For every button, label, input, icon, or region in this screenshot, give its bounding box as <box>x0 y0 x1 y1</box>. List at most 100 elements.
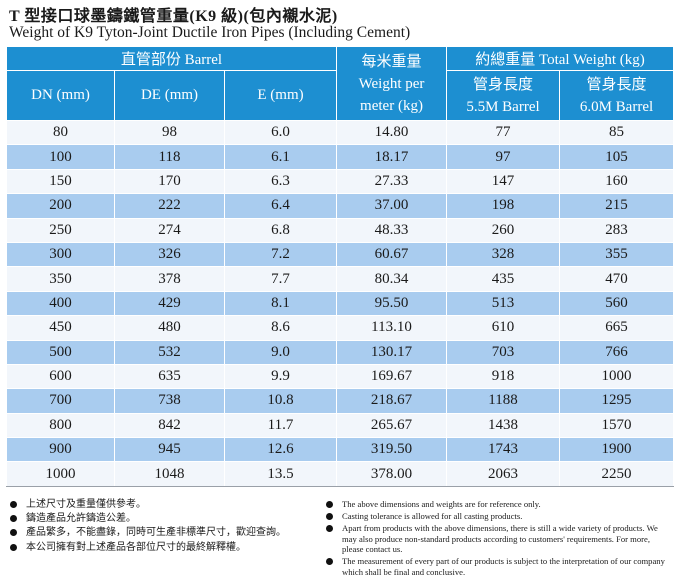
cell-dn: 350 <box>6 266 115 292</box>
header-de: DE (mm) <box>114 70 225 121</box>
header-weight-per-meter-en-1: Weight per <box>358 75 425 92</box>
cell-weight-5-5m: 1188 <box>446 388 560 414</box>
cell-weight-per-meter: 37.00 <box>336 193 447 219</box>
cell-dn: 700 <box>6 388 115 414</box>
table-row: 350 378 7.7 80.34 435 470 <box>6 266 674 292</box>
cell-weight-6-0m: 665 <box>559 315 674 341</box>
table-row: 900 945 12.6 319.50 1743 1900 <box>6 437 674 463</box>
cell-weight-per-meter: 27.33 <box>336 168 447 195</box>
header-barrel-6-0m-zh: 管身長度 <box>586 76 647 93</box>
cell-weight-5-5m: 328 <box>446 241 560 268</box>
cell-weight-6-0m: 560 <box>559 290 674 317</box>
header-barrel-6-0m: 管身長度 6.0M Barrel <box>559 70 674 121</box>
table-row: 300 326 7.2 60.67 328 355 <box>6 241 674 268</box>
cell-weight-per-meter: 48.33 <box>336 217 447 243</box>
cell-de: 378 <box>114 266 225 292</box>
cell-weight-per-meter: 169.67 <box>336 363 447 390</box>
cell-weight-per-meter: 319.50 <box>336 437 447 463</box>
header-weight-per-meter-en-2: meter (kg) <box>360 97 423 114</box>
header-barrel-6-0m-en: 6.0M Barrel <box>579 98 654 115</box>
cell-weight-5-5m: 77 <box>446 119 560 146</box>
cell-e: 8.6 <box>224 315 337 341</box>
header-barrel-5-5m-zh: 管身長度 <box>472 76 533 93</box>
bullet-icon <box>326 501 333 508</box>
table-row: 1000 1048 13.5 378.00 2063 2250 <box>6 461 674 487</box>
cell-weight-5-5m: 198 <box>446 193 560 219</box>
bullet-icon <box>326 558 333 566</box>
cell-weight-5-5m: 147 <box>446 168 560 195</box>
list-item: 本公司擁有對上述產品各部位尺寸的最終解釋權。 <box>10 542 310 554</box>
cell-e: 6.0 <box>224 119 337 146</box>
cell-de: 532 <box>114 339 225 365</box>
cell-e: 10.8 <box>224 388 337 414</box>
cell-weight-6-0m: 470 <box>559 266 674 292</box>
cell-weight-5-5m: 260 <box>446 217 560 243</box>
cell-weight-per-meter: 378.00 <box>336 461 447 487</box>
list-item: 產品繁多，不能盡錄，同時可生產非標準尺寸，歡迎查詢。 <box>10 527 310 539</box>
cell-de: 326 <box>114 241 225 268</box>
list-item: 上述尺寸及重量僅供參考。 <box>10 499 310 511</box>
cell-de: 429 <box>114 290 225 317</box>
header-dn: DN (mm) <box>6 70 115 121</box>
table-row: 600 635 9.9 169.67 918 1000 <box>6 363 674 390</box>
list-item: Casting tolerance is allowed for all cas… <box>326 511 671 521</box>
cell-dn: 300 <box>6 241 115 268</box>
note-zh-text: 產品繁多，不能盡錄，同時可生產非標準尺寸，歡迎查詢。 <box>26 527 286 539</box>
note-zh-text: 本公司擁有對上述產品各部位尺寸的最終解釋權。 <box>26 541 246 553</box>
table-row: 200 222 6.4 37.00 198 215 <box>6 193 674 219</box>
cell-dn: 400 <box>6 290 115 317</box>
cell-dn: 450 <box>6 315 115 341</box>
list-item: The above dimensions and weights are for… <box>326 499 671 509</box>
note-en-text: The above dimensions and weights are for… <box>342 499 541 509</box>
cell-e: 11.7 <box>224 412 337 439</box>
cell-dn: 200 <box>6 193 115 219</box>
cell-dn: 500 <box>6 339 115 365</box>
bullet-icon <box>10 529 17 537</box>
cell-de: 274 <box>114 217 225 243</box>
cell-weight-per-meter: 95.50 <box>336 290 447 317</box>
cell-weight-per-meter: 130.17 <box>336 339 447 365</box>
cell-weight-per-meter: 80.34 <box>336 266 447 292</box>
cell-de: 842 <box>114 412 225 439</box>
cell-weight-per-meter: 14.80 <box>336 119 447 146</box>
cell-dn: 800 <box>6 412 115 439</box>
cell-de: 480 <box>114 315 225 341</box>
cell-weight-6-0m: 1570 <box>559 412 674 439</box>
cell-e: 6.1 <box>224 144 337 170</box>
cell-de: 945 <box>114 437 225 463</box>
cell-dn: 80 <box>6 119 115 146</box>
list-item: Apart from products with the above dimen… <box>326 523 671 554</box>
cell-e: 12.6 <box>224 437 337 463</box>
cell-e: 8.1 <box>224 290 337 317</box>
cell-weight-per-meter: 113.10 <box>336 315 447 341</box>
cell-weight-5-5m: 1438 <box>446 412 560 439</box>
header-weight-per-meter-zh: 每米重量 <box>361 53 422 70</box>
cell-dn: 900 <box>6 437 115 463</box>
table-row: 150 170 6.3 27.33 147 160 <box>6 168 674 195</box>
cell-weight-6-0m: 85 <box>559 119 674 146</box>
cell-weight-per-meter: 218.67 <box>336 388 447 414</box>
cell-weight-6-0m: 1900 <box>559 437 674 463</box>
note-zh-text: 上述尺寸及重量僅供參考。 <box>26 499 146 510</box>
cell-weight-5-5m: 1743 <box>446 437 560 463</box>
notes-en-list: The above dimensions and weights are for… <box>326 499 671 579</box>
cell-weight-per-meter: 265.67 <box>336 412 447 439</box>
pipe-weight-table: 直管部份 Barrel 每米重量 Weight per meter (kg) 約… <box>6 46 674 487</box>
cell-e: 6.8 <box>224 217 337 243</box>
cell-weight-5-5m: 918 <box>446 363 560 390</box>
cell-e: 9.9 <box>224 363 337 390</box>
cell-de: 635 <box>114 363 225 390</box>
header-e: E (mm) <box>224 70 337 121</box>
cell-de: 118 <box>114 144 225 170</box>
cell-weight-6-0m: 215 <box>559 193 674 219</box>
table-body: 80 98 6.0 14.80 77 85 100 118 6.1 18.17 97 105 150… <box>6 119 674 487</box>
bullet-icon <box>10 501 17 508</box>
table-row: 800 842 11.7 265.67 1438 1570 <box>6 412 674 439</box>
cell-weight-6-0m: 355 <box>559 241 674 268</box>
cell-de: 98 <box>114 119 225 146</box>
cell-weight-6-0m: 283 <box>559 217 674 243</box>
cell-weight-per-meter: 60.67 <box>336 241 447 268</box>
cell-weight-5-5m: 2063 <box>446 461 560 487</box>
cell-weight-5-5m: 703 <box>446 339 560 365</box>
cell-e: 7.2 <box>224 241 337 268</box>
